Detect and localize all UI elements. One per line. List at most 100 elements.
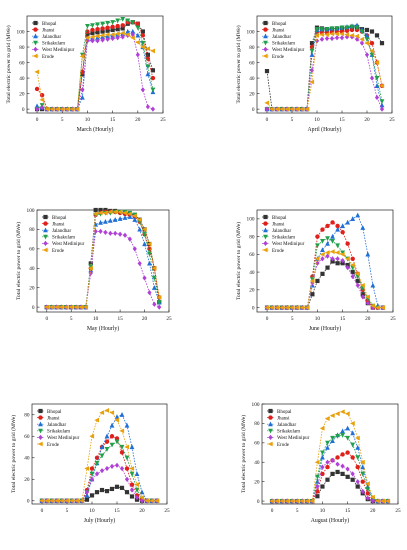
legend-label: Jhansi	[277, 416, 290, 421]
legend-marker	[33, 40, 38, 46]
data-point	[134, 482, 140, 488]
data-point	[319, 425, 325, 431]
legend-marker	[43, 214, 48, 220]
series-line	[267, 255, 383, 308]
x-tick-label: 15	[117, 316, 123, 322]
plot-frame	[256, 209, 394, 313]
data-point	[54, 498, 60, 504]
series-erode	[34, 30, 156, 112]
data-point	[355, 444, 361, 450]
data-point	[137, 226, 143, 232]
data-point	[110, 35, 115, 42]
data-point	[140, 29, 145, 34]
data-point	[156, 295, 162, 300]
data-point	[119, 485, 125, 490]
data-point	[115, 23, 120, 29]
data-point	[124, 455, 130, 461]
data-point	[147, 289, 152, 296]
data-point	[48, 304, 54, 310]
data-point	[345, 219, 351, 225]
legend-marker	[263, 46, 268, 52]
legend-label: Srikakulam	[272, 42, 295, 47]
data-point	[324, 27, 330, 32]
data-point	[83, 304, 88, 310]
series-erode	[44, 209, 162, 310]
legend-marker	[37, 441, 43, 447]
data-point	[154, 498, 160, 504]
y-tick-label: 0	[22, 107, 25, 113]
data-point	[135, 21, 141, 26]
series-line	[272, 459, 388, 502]
data-point	[325, 241, 330, 246]
series-bhopal	[34, 20, 156, 112]
data-point	[53, 304, 59, 310]
y-tick-label: 40	[249, 270, 255, 276]
data-point	[359, 36, 365, 42]
legend-label: Erode	[277, 443, 290, 448]
data-point	[134, 471, 140, 476]
data-point	[335, 226, 340, 232]
data-point	[345, 265, 350, 271]
data-point	[330, 471, 335, 477]
data-point	[69, 498, 75, 504]
x-tick-label: 0	[266, 316, 269, 322]
data-point	[99, 468, 105, 474]
data-point	[330, 259, 335, 264]
data-point	[335, 256, 340, 262]
x-tick-label: 10	[320, 508, 326, 514]
y-axis-label: Total electric power to grid (MWe)	[10, 415, 17, 493]
x-tick-label: 15	[339, 117, 345, 123]
series-line	[272, 471, 388, 502]
data-point	[74, 498, 80, 504]
data-point	[125, 28, 131, 34]
legend-marker	[33, 20, 38, 26]
legend-marker	[263, 221, 268, 226]
data-point	[146, 241, 152, 247]
x-tick-label: 25	[166, 316, 172, 322]
data-point	[141, 227, 147, 232]
series-line	[37, 21, 154, 110]
y-tick-label: 0	[257, 499, 260, 505]
data-point	[289, 106, 295, 112]
data-point	[360, 471, 366, 477]
data-point	[325, 444, 330, 450]
data-point	[355, 464, 360, 470]
legend-label: Jalandhar	[272, 229, 291, 234]
data-point	[359, 29, 365, 35]
data-point	[374, 83, 380, 88]
data-point	[97, 210, 103, 216]
x-tick-label: 15	[340, 316, 346, 322]
series-line	[42, 410, 157, 502]
y-tick-label: 100	[17, 29, 25, 35]
data-point	[113, 230, 118, 236]
data-point	[110, 20, 116, 25]
data-point	[329, 35, 335, 42]
x-tick-label: 5	[291, 117, 294, 123]
data-point	[325, 459, 330, 465]
x-axis-label: May (Hourly)	[87, 325, 119, 332]
legend-label: Bhopal	[52, 216, 67, 221]
plot-frame	[256, 15, 393, 114]
y-axis-label: Total electric power to grid (MWe)	[15, 222, 22, 300]
data-point	[319, 251, 325, 257]
data-point	[315, 494, 320, 499]
data-point	[89, 433, 95, 439]
data-point	[151, 265, 157, 271]
y-axis-label: Total electric power to grid (MWe)	[240, 415, 247, 493]
data-point	[344, 256, 350, 262]
data-point	[365, 251, 371, 257]
data-point	[94, 417, 100, 423]
data-point	[102, 210, 108, 216]
x-tick-label: 15	[345, 508, 351, 514]
data-point	[329, 249, 335, 255]
data-point	[304, 106, 310, 112]
data-point	[89, 493, 95, 498]
data-point	[78, 304, 84, 310]
data-point	[350, 430, 356, 436]
data-point	[350, 477, 355, 482]
data-point	[325, 236, 330, 242]
data-point	[99, 487, 105, 493]
data-point	[344, 28, 350, 33]
data-point	[330, 233, 335, 239]
data-point	[289, 305, 295, 310]
